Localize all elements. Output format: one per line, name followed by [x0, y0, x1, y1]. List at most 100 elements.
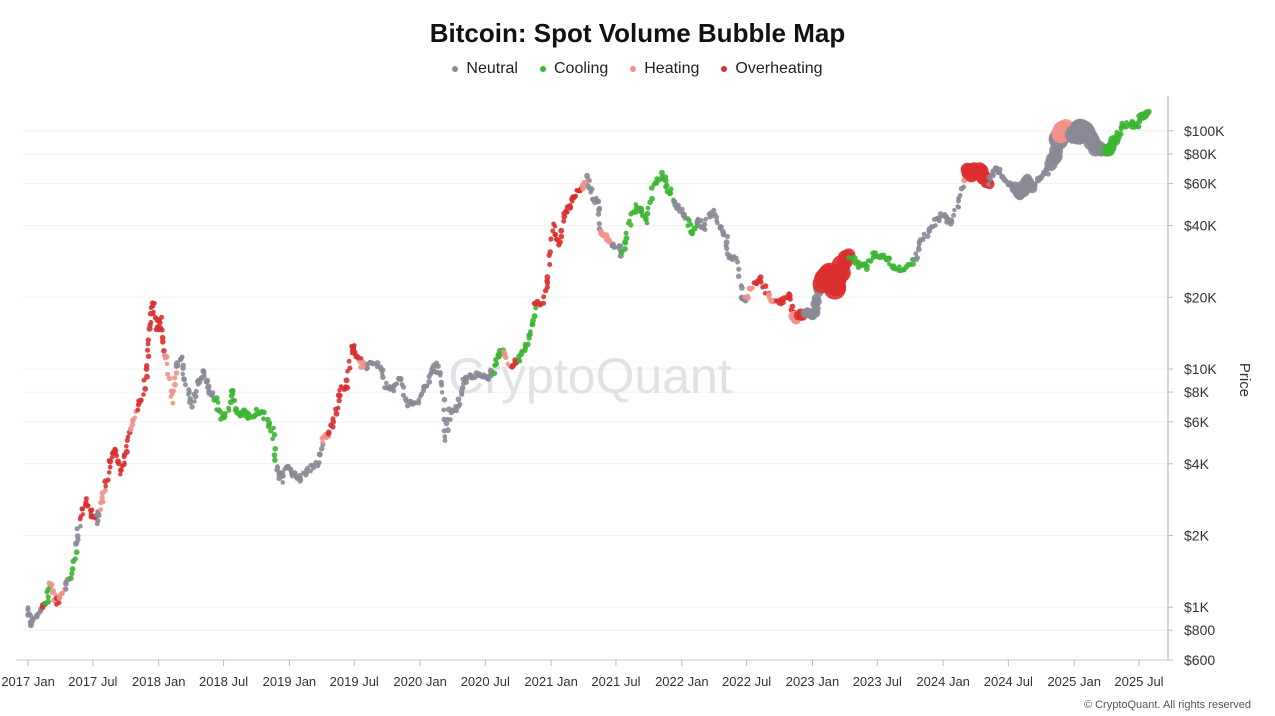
data-point-overheating [151, 309, 156, 315]
y-tick-label: $1K [1184, 599, 1210, 615]
data-point-overheating [758, 279, 764, 285]
data-point-cooling [865, 263, 870, 269]
data-point-overheating [343, 384, 349, 390]
data-point-neutral [416, 397, 422, 403]
data-point-overheating [346, 358, 352, 364]
data-point-heating [172, 381, 178, 388]
data-point-neutral [702, 227, 708, 233]
data-point-neutral [445, 427, 451, 434]
legend-label: Overheating [735, 60, 823, 77]
data-point-overheating [112, 446, 118, 452]
data-point-neutral [734, 259, 741, 265]
data-point-overheating [563, 208, 569, 214]
data-point-neutral [734, 255, 739, 261]
x-tick-label: 2023 Jan [786, 674, 840, 689]
data-point-neutral [380, 374, 386, 381]
data-point-cooling [265, 423, 272, 430]
data-point-overheating [541, 294, 547, 300]
data-point-heating [750, 285, 755, 291]
x-tick-label: 2020 Jul [461, 674, 510, 689]
data-point-overheating [337, 388, 342, 393]
x-tick-label: 2017 Jan [1, 674, 55, 689]
data-point-overheating [159, 314, 164, 320]
data-point-neutral [933, 223, 938, 228]
y-tick-label: $800 [1184, 622, 1215, 638]
data-point-neutral [701, 221, 708, 227]
data-point-heating [50, 588, 56, 594]
data-point-overheating [124, 438, 130, 443]
data-point-cooling [633, 209, 639, 215]
data-point-neutral [936, 218, 942, 224]
data-point-cooling [910, 261, 916, 268]
legend-item-overheating[interactable]: Overheating [721, 60, 823, 78]
x-tick-label: 2018 Jan [132, 674, 186, 689]
x-tick-label: 2019 Jul [330, 674, 379, 689]
x-tick-label: 2019 Jan [263, 674, 317, 689]
data-point-cooling [270, 436, 275, 442]
data-point-overheating [548, 236, 554, 242]
legend: Neutral Cooling Heating Overheating [0, 60, 1275, 78]
data-point-overheating [786, 291, 792, 297]
data-point-overheating [330, 416, 336, 422]
data-point-heating [102, 488, 108, 494]
data-point-overheating [160, 339, 166, 345]
data-point-cooling [67, 575, 73, 582]
data-point-overheating [325, 429, 332, 436]
data-point-neutral [209, 393, 215, 399]
data-point-cooling [272, 446, 279, 452]
data-point-overheating [80, 506, 86, 512]
data-point-neutral [1045, 171, 1051, 177]
data-point-overheating [552, 231, 558, 238]
data-point-neutral [204, 377, 211, 384]
legend-marker [452, 66, 459, 72]
y-axis-label: Price [1236, 363, 1253, 397]
data-point-heating [98, 507, 103, 512]
data-point-cooling [491, 370, 498, 376]
data-point-cooling [213, 395, 220, 401]
data-point-neutral [956, 205, 961, 210]
data-point-overheating [336, 397, 342, 404]
data-point-overheating [550, 228, 556, 234]
data-point-neutral [439, 390, 445, 395]
data-point-neutral [463, 375, 470, 382]
data-point-cooling [493, 362, 498, 368]
data-point-heating [320, 439, 325, 445]
data-point-overheating [145, 353, 152, 359]
data-point-neutral [711, 207, 717, 213]
data-point-neutral [186, 392, 191, 397]
data-point-overheating [547, 262, 553, 267]
data-point-neutral [596, 198, 602, 204]
data-point-cooling [644, 210, 651, 217]
data-point-neutral [961, 184, 967, 190]
data-point-overheating [144, 373, 150, 380]
data-point-neutral [721, 231, 726, 236]
data-point-cooling [230, 391, 236, 397]
y-tick-label: $10K [1184, 361, 1217, 377]
legend-item-cooling[interactable]: Cooling [539, 60, 608, 78]
legend-item-neutral[interactable]: Neutral [452, 60, 518, 78]
data-point-overheating [145, 341, 151, 347]
data-point-cooling [271, 425, 276, 431]
data-point-overheating [148, 319, 154, 325]
data-point-cooling [69, 570, 75, 577]
data-point-overheating [118, 472, 123, 477]
data-point-overheating [541, 300, 547, 306]
data-point-heating [132, 415, 138, 421]
data-point-neutral [442, 438, 448, 443]
data-point-overheating [573, 193, 579, 199]
data-point-overheating [114, 453, 119, 459]
x-axis-ticks: 2017 Jan 2017 Jul 2018 Jan 2018 Jul 2019 Jan… [1, 660, 1164, 689]
data-point-neutral [736, 266, 742, 272]
y-tick-label: $20K [1184, 289, 1217, 305]
data-point-overheating [544, 274, 551, 280]
data-point-neutral [280, 480, 286, 485]
data-point-neutral [447, 417, 453, 423]
legend-item-heating[interactable]: Heating [630, 60, 699, 78]
data-point-neutral [319, 445, 325, 452]
data-point-overheating [762, 283, 769, 289]
data-point-neutral [698, 217, 704, 224]
data-point-neutral [988, 177, 993, 182]
data-point-neutral [914, 254, 920, 261]
data-point-cooling [887, 255, 892, 261]
